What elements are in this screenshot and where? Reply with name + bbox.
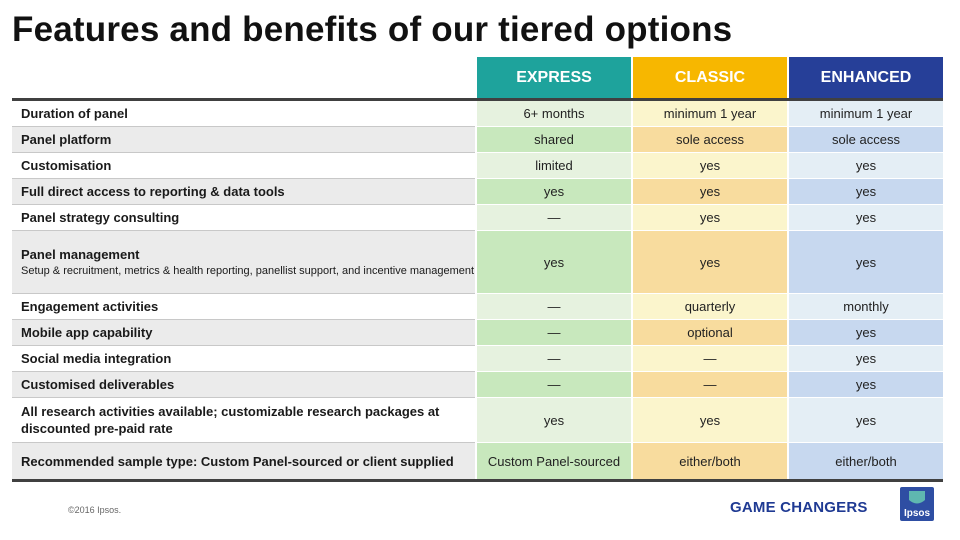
tier-value-cell: yes [787, 204, 943, 231]
feature-label: Engagement activities [21, 299, 159, 314]
feature-cell: Engagement activities [12, 293, 476, 320]
feature-label: Panel strategy consulting [21, 210, 180, 225]
table-row: Customisation limited yes yes [12, 152, 943, 179]
tier-value-cell: — [475, 293, 632, 320]
feature-label: Full direct access to reporting & data t… [21, 184, 285, 199]
game-changers-tagline: GAME CHANGERS [730, 499, 868, 516]
tier-value-cell: either/both [787, 442, 943, 482]
feature-cell: Customised deliverables [12, 371, 476, 398]
tier-value-cell: quarterly [631, 293, 788, 320]
ipsos-logo: Ipsos [900, 487, 934, 521]
tier-value-cell: minimum 1 year [787, 98, 943, 127]
feature-label: Duration of panel [21, 106, 128, 121]
feature-label: Panel management [21, 246, 140, 262]
table-row: Panel strategy consulting — yes yes [12, 204, 943, 231]
table-row: Full direct access to reporting & data t… [12, 178, 943, 205]
tier-value-cell: yes [631, 152, 788, 179]
table-row: Panel platform shared sole access sole acce… [12, 126, 943, 153]
copyright-notice: ©2016 Ipsos. [68, 505, 122, 515]
column-header-classic: CLASSIC [631, 57, 788, 100]
page-title: Features and benefits of our tiered opti… [12, 10, 733, 49]
feature-label: Customised deliverables [21, 377, 175, 392]
feature-label: Panel platform [21, 132, 112, 147]
tier-value-cell: yes [475, 397, 632, 443]
tier-value-cell: yes [787, 319, 943, 346]
tier-value-cell: yes [787, 230, 943, 294]
tier-value-cell: sole access [787, 126, 943, 153]
tier-value-cell: either/both [631, 442, 788, 482]
tier-value-cell: yes [631, 397, 788, 443]
tier-value-cell: yes [787, 152, 943, 179]
tier-value-cell: yes [631, 230, 788, 294]
tier-comparison-table: EXPRESS CLASSIC ENHANCED Duration of pan… [12, 57, 943, 482]
tier-value-cell: Custom Panel-sourced [475, 442, 632, 482]
column-header-express: EXPRESS [475, 57, 632, 100]
tier-value-cell: sole access [631, 126, 788, 153]
tier-value-cell: optional [631, 319, 788, 346]
tier-value-cell: — [475, 371, 632, 398]
feature-cell: Full direct access to reporting & data t… [12, 178, 476, 205]
feature-cell: All research activities available; custo… [12, 397, 476, 443]
feature-label: Social media integration [21, 351, 172, 366]
feature-cell: Duration of panel [12, 98, 476, 127]
tier-value-cell: yes [631, 178, 788, 205]
feature-label: Recommended sample type: Custom Panel-so… [21, 453, 454, 469]
feature-cell: Panel management Setup & recruitment, met… [12, 230, 476, 294]
table-row: Mobile app capability — optional yes [12, 319, 943, 346]
ipsos-logo-text: Ipsos [904, 508, 931, 519]
table-row: Recommended sample type: Custom Panel-so… [12, 442, 943, 482]
header-blank-cell [12, 57, 476, 100]
tier-value-cell: minimum 1 year [631, 98, 788, 127]
column-header-enhanced: ENHANCED [787, 57, 943, 100]
tier-value-cell: yes [787, 345, 943, 372]
tier-value-cell: — [475, 345, 632, 372]
tier-value-cell: shared [475, 126, 632, 153]
tier-value-cell: — [475, 204, 632, 231]
tier-value-cell: yes [475, 178, 632, 205]
table-row: Panel management Setup & recruitment, met… [12, 230, 943, 294]
feature-subtext: Setup & recruitment, metrics & health re… [21, 264, 475, 277]
feature-label: All research activities available; custo… [21, 404, 440, 436]
table-header-row: EXPRESS CLASSIC ENHANCED [12, 57, 943, 100]
feature-cell: Customisation [12, 152, 476, 179]
tier-value-cell: 6+ months [475, 98, 632, 127]
tier-value-cell: monthly [787, 293, 943, 320]
feature-label: Customisation [21, 158, 112, 173]
tier-value-cell: — [475, 319, 632, 346]
table-row: Social media integration — — yes [12, 345, 943, 372]
feature-label: Mobile app capability [21, 325, 153, 340]
table-row: Customised deliverables — — yes [12, 371, 943, 398]
feature-cell: Mobile app capability [12, 319, 476, 346]
feature-cell: Panel platform [12, 126, 476, 153]
tier-value-cell: yes [787, 178, 943, 205]
table-row: Engagement activities — quarterly monthly [12, 293, 943, 320]
table-row: All research activities available; custo… [12, 397, 943, 443]
feature-cell: Panel strategy consulting [12, 204, 476, 231]
table-body: Duration of panel 6+ months minimum 1 year… [12, 98, 943, 482]
tier-value-cell: yes [787, 397, 943, 443]
tier-value-cell: yes [787, 371, 943, 398]
tier-value-cell: yes [631, 204, 788, 231]
feature-cell: Recommended sample type: Custom Panel-so… [12, 442, 476, 482]
tier-value-cell: — [631, 371, 788, 398]
tier-value-cell: yes [475, 230, 632, 294]
tier-value-cell: — [631, 345, 788, 372]
table-row: Duration of panel 6+ months minimum 1 year… [12, 98, 943, 127]
feature-cell: Social media integration [12, 345, 476, 372]
tier-value-cell: limited [475, 152, 632, 179]
